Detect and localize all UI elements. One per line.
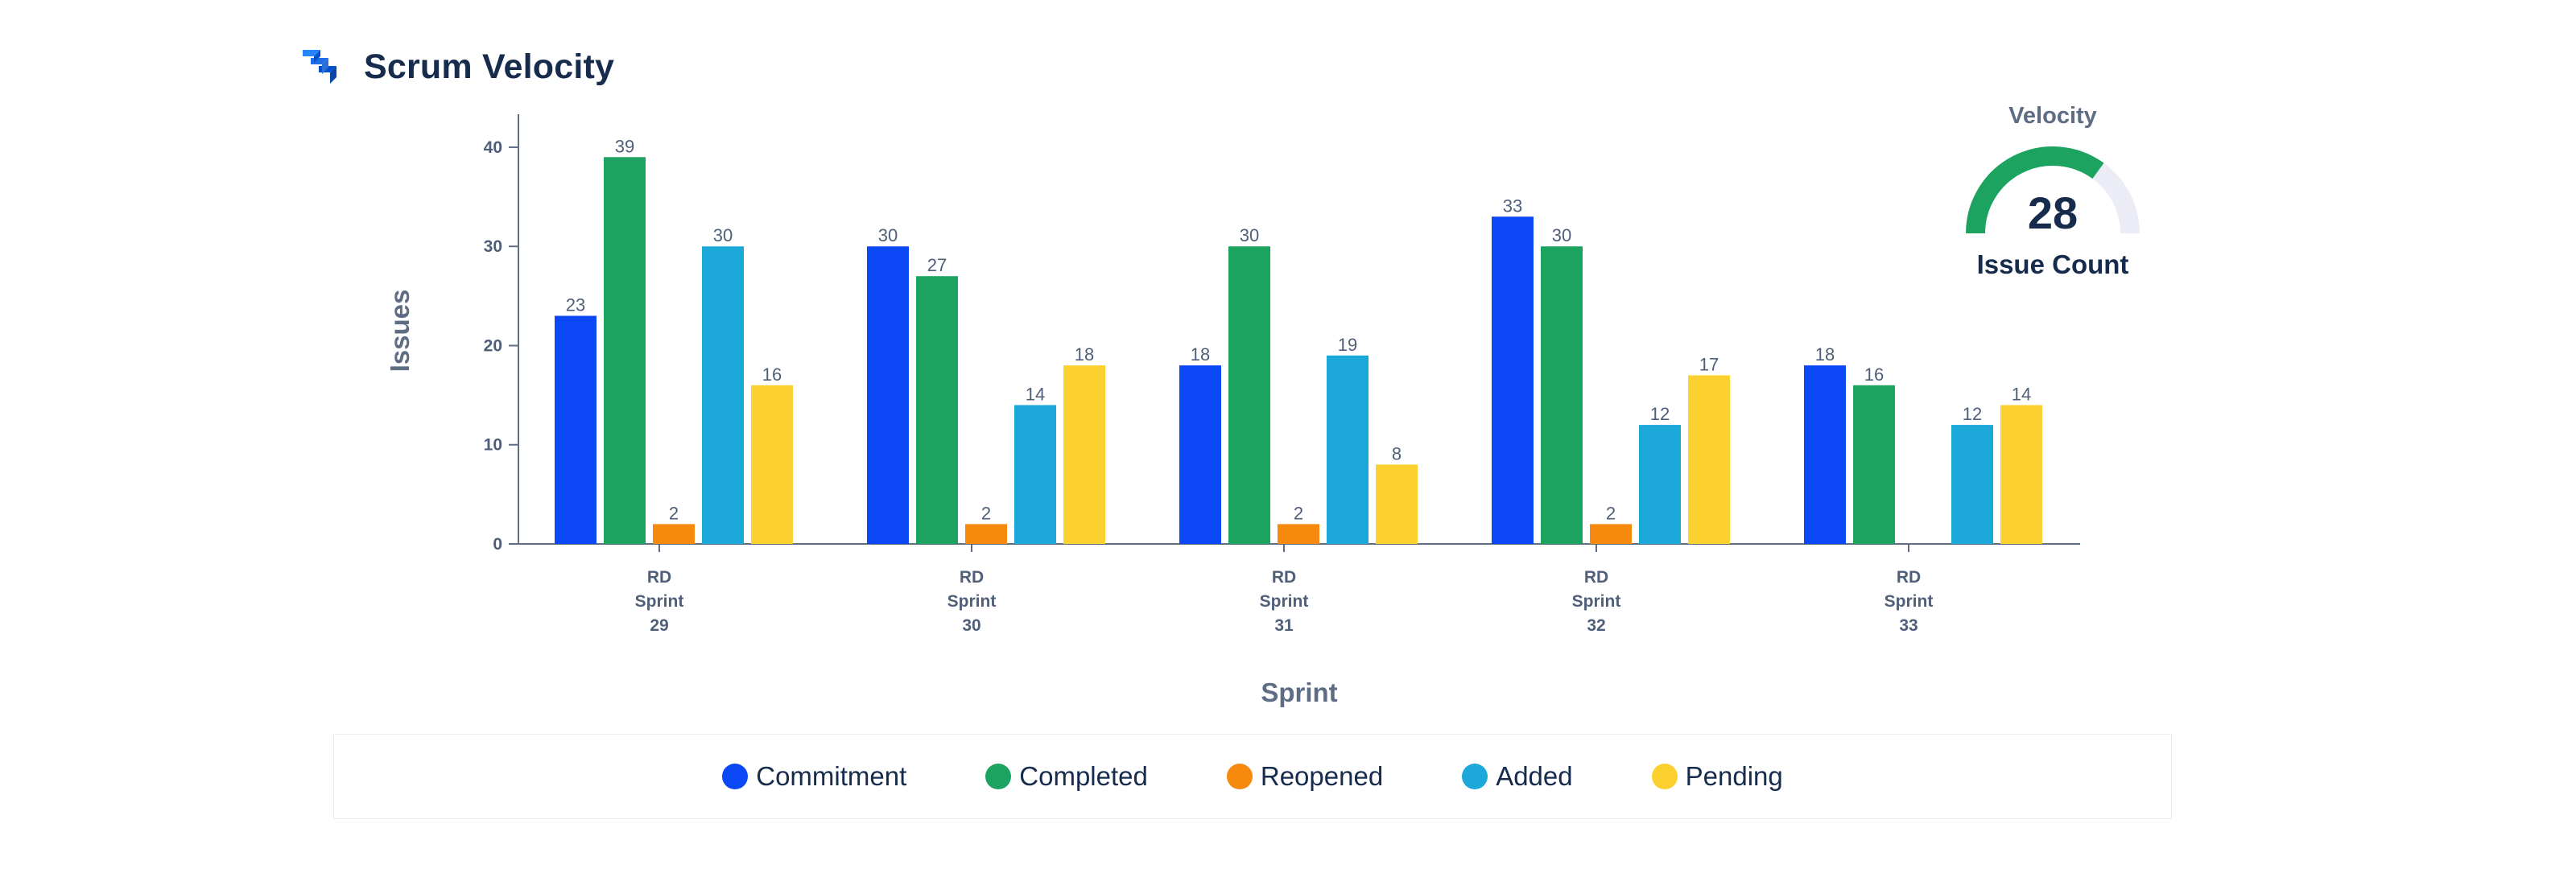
legend-item-added[interactable]: Added	[1462, 761, 1573, 792]
legend-label: Reopened	[1260, 761, 1384, 791]
gauge-value: 28	[2027, 187, 2079, 238]
bar-reopened	[1590, 524, 1632, 544]
x-tick-label: 32	[1587, 616, 1605, 635]
bar-reopened	[965, 524, 1007, 544]
bar-commitment	[555, 315, 597, 544]
bar-added	[702, 246, 744, 544]
gauge-title: Velocity	[2008, 103, 2097, 129]
bar-pending	[2000, 405, 2042, 544]
bar-value-label: 2	[1294, 503, 1303, 523]
jira-logo-icon	[303, 50, 336, 84]
legend-dot-icon	[985, 764, 1012, 789]
bar-value-label: 39	[615, 136, 634, 156]
page-title: Scrum Velocity	[364, 47, 615, 86]
bar-commitment	[867, 246, 909, 544]
bar-value-label: 12	[1650, 404, 1670, 424]
velocity-gauge: Velocity 28 Issue Count	[1940, 97, 2165, 290]
legend-label: Commitment	[756, 761, 907, 791]
x-tick-label: Sprint	[947, 592, 997, 611]
y-tick-label: 30	[484, 237, 502, 256]
legend-label: Added	[1496, 761, 1573, 791]
bar-reopened	[1278, 524, 1319, 544]
bar-value-label: 14	[1026, 384, 1045, 404]
bar-value-label: 19	[1338, 335, 1357, 355]
gauge-fill	[1966, 146, 2104, 234]
legend-dot-icon	[1462, 764, 1488, 789]
legend-item-commitment[interactable]: Commitment	[722, 761, 906, 792]
bar-pending	[1688, 375, 1730, 544]
x-tick-label: 31	[1274, 616, 1294, 635]
bar-value-label: 33	[1503, 196, 1522, 216]
bar-added	[1327, 355, 1368, 544]
bar-value-label: 30	[878, 225, 898, 245]
x-axis-label: Sprint	[1261, 677, 1337, 707]
bar-added	[1639, 425, 1681, 544]
legend-dot-icon	[1226, 764, 1253, 789]
x-tick-label: 33	[1899, 616, 1918, 635]
bar-value-label: 18	[1075, 344, 1094, 364]
legend-item-reopened[interactable]: Reopened	[1226, 761, 1384, 792]
bar-pending	[1376, 464, 1418, 544]
bar-pending	[751, 385, 793, 544]
legend-label: Completed	[1019, 761, 1148, 791]
bar-value-label: 2	[1606, 503, 1616, 523]
bar-value-label: 14	[2012, 384, 2031, 404]
x-tick-label: Sprint	[1572, 592, 1621, 611]
x-tick-label: Sprint	[1260, 592, 1309, 611]
legend-dot-icon	[722, 764, 749, 789]
x-tick-label: RD	[960, 568, 984, 587]
bar-value-label: 27	[927, 255, 947, 275]
chart-legend: Commitment Completed Reopened Added Pending	[333, 734, 2172, 819]
bar-value-label: 2	[981, 503, 991, 523]
bar-value-label: 2	[669, 503, 679, 523]
y-axis-label: Issues	[385, 290, 415, 373]
x-tick-label: 30	[962, 616, 980, 635]
legend-item-completed[interactable]: Completed	[985, 761, 1148, 792]
y-tick-label: 0	[493, 535, 502, 554]
bar-value-label: 30	[713, 225, 733, 245]
bar-added	[1014, 405, 1056, 544]
bar-completed	[916, 276, 958, 544]
bar-value-label: 18	[1191, 344, 1210, 364]
y-tick-label: 40	[484, 138, 502, 157]
bar-completed	[1228, 246, 1270, 544]
bar-commitment	[1804, 365, 1846, 544]
bar-completed	[1853, 385, 1895, 544]
bar-commitment	[1492, 216, 1534, 544]
x-tick-label: RD	[1897, 568, 1921, 587]
legend-label: Pending	[1685, 761, 1783, 791]
bar-pending	[1063, 365, 1105, 544]
bar-value-label: 12	[1963, 404, 1982, 424]
x-tick-label: 29	[650, 616, 668, 635]
x-tick-label: Sprint	[1885, 592, 1934, 611]
x-tick-label: RD	[647, 568, 671, 587]
bar-value-label: 16	[1864, 364, 1884, 385]
bar-value-label: 23	[566, 295, 585, 315]
bar-value-label: 17	[1699, 354, 1719, 374]
x-tick-label: RD	[1272, 568, 1296, 587]
bar-commitment	[1179, 365, 1221, 544]
bar-value-label: 18	[1815, 344, 1835, 364]
bar-completed	[1541, 246, 1583, 544]
header: Scrum Velocity	[299, 47, 614, 87]
bar-value-label: 30	[1240, 225, 1259, 245]
y-tick-label: 20	[484, 336, 502, 355]
bar-added	[1951, 425, 1993, 544]
gauge-label: Issue Count	[1976, 249, 2129, 279]
y-tick-label: 10	[484, 436, 502, 455]
bar-value-label: 30	[1552, 225, 1571, 245]
bar-value-label: 8	[1392, 443, 1402, 463]
bar-reopened	[653, 524, 695, 544]
bar-value-label: 16	[762, 364, 782, 385]
legend-dot-icon	[1651, 764, 1678, 789]
legend-item-pending[interactable]: Pending	[1651, 761, 1783, 792]
x-tick-label: Sprint	[635, 592, 684, 611]
bar-completed	[604, 157, 646, 545]
x-tick-label: RD	[1584, 568, 1608, 587]
